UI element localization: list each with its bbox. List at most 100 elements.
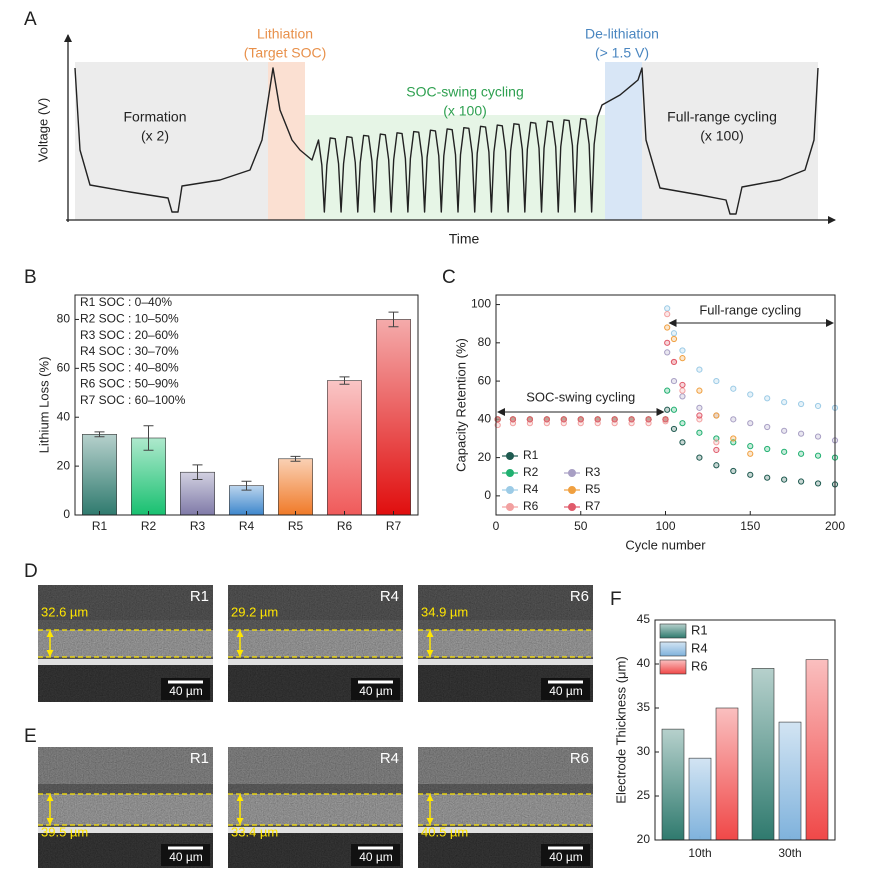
y-axis-label: Capacity Retention (%) — [453, 338, 468, 472]
stage-label: Full-range cycling — [667, 109, 777, 125]
plot-frame — [495, 294, 836, 516]
x-tick-label: 30th — [778, 846, 801, 860]
scale-label: 40 µm — [359, 684, 393, 698]
y-tick-label: 80 — [57, 312, 71, 326]
error-bar — [339, 376, 350, 385]
panel-label: D — [24, 561, 38, 582]
data-point — [747, 450, 754, 457]
legend-label: R2 — [523, 465, 539, 479]
y-tick-label: 20 — [57, 458, 71, 472]
thickness-label: 39.5 µm — [41, 824, 88, 839]
stage-label: Lithiation — [257, 26, 313, 42]
data-point — [577, 416, 584, 423]
sample-label: R4 — [380, 750, 399, 767]
y-tick-label: 20 — [478, 450, 492, 464]
thickness-label: 29.2 µm — [231, 604, 278, 619]
y-axis-label: Lithium Loss (%) — [36, 357, 51, 454]
y-tick-label: 45 — [637, 612, 651, 626]
x-tick-label: R7 — [386, 519, 402, 533]
data-point — [814, 452, 822, 459]
legend-swatch — [659, 659, 687, 675]
electrode-layer — [38, 794, 213, 825]
data-point — [679, 420, 686, 427]
legend-label: R4 — [691, 640, 708, 655]
annotation: R7 SOC : 60–100% — [80, 393, 186, 407]
panel-label: A — [24, 9, 37, 30]
data-point — [611, 416, 618, 423]
data-point — [679, 393, 686, 400]
error-bar — [290, 455, 301, 462]
legend-label: R4 — [523, 482, 539, 496]
data-point — [747, 443, 754, 450]
scale-label: 40 µm — [549, 684, 583, 698]
current-collector — [38, 827, 213, 833]
stage-label: (> 1.5 V) — [595, 45, 649, 61]
electrode-layer — [418, 630, 593, 657]
data-point — [560, 416, 567, 423]
data-point — [664, 324, 671, 331]
y-axis-label: Electrode Thickness (μm) — [613, 656, 628, 803]
panel-label: B — [24, 267, 37, 288]
data-point — [781, 476, 788, 483]
data-point — [798, 400, 805, 408]
data-point — [509, 416, 517, 423]
sample-label: R1 — [190, 750, 209, 767]
current-collector — [38, 659, 213, 665]
top-surface — [418, 747, 593, 784]
current-collector — [228, 827, 403, 833]
data-point — [670, 377, 678, 385]
data-point — [679, 347, 686, 354]
x-tick-label: 10th — [688, 846, 711, 860]
data-point — [696, 387, 703, 394]
electrode-layer — [228, 630, 403, 657]
stage-label: Formation — [123, 109, 186, 125]
data-point — [664, 305, 671, 312]
y-tick-label: 40 — [637, 656, 651, 670]
top-surface — [38, 747, 213, 784]
x-tick-label: R3 — [190, 519, 206, 533]
sample-label: R1 — [190, 588, 209, 605]
x-tick-label: 200 — [825, 519, 845, 533]
legend-marker — [506, 452, 514, 460]
data-point — [713, 462, 720, 469]
x-tick-label: R4 — [239, 519, 255, 533]
electrode-layer — [38, 630, 213, 657]
data-point — [670, 406, 678, 413]
data-point — [664, 387, 671, 394]
x-tick-label: R1 — [92, 519, 108, 533]
current-collector — [418, 827, 593, 833]
y-tick-label: 40 — [478, 412, 492, 426]
y-tick-label: 0 — [484, 488, 491, 502]
data-point — [628, 416, 635, 423]
y-tick-label: 35 — [637, 700, 651, 714]
x-tick-label: 150 — [740, 519, 760, 533]
x-tick-label: R5 — [288, 519, 304, 533]
sample-label: R4 — [380, 588, 399, 605]
legend-marker — [506, 486, 514, 494]
y-tick-label: 60 — [478, 373, 492, 387]
data-point — [814, 480, 822, 487]
scale-label: 40 µm — [169, 684, 203, 698]
thickness-label: 32.6 µm — [41, 604, 88, 619]
bar — [376, 319, 411, 516]
data-point — [696, 404, 703, 411]
bar — [805, 659, 829, 841]
panel-label: F — [610, 589, 622, 610]
data-point — [670, 335, 678, 343]
bar — [131, 437, 166, 516]
data-point — [781, 399, 788, 406]
plot-frame — [74, 294, 419, 516]
legend-marker — [506, 469, 514, 477]
y-tick-label: 100 — [471, 297, 491, 311]
stage-shade — [75, 62, 268, 220]
annotation: R1 SOC : 0–40% — [80, 295, 172, 309]
data-point — [764, 474, 771, 481]
data-point — [747, 391, 754, 398]
annotation: R3 SOC : 20–60% — [80, 328, 179, 342]
bar — [778, 721, 802, 841]
data-point — [670, 358, 678, 366]
electrode-layer — [418, 794, 593, 825]
bar — [751, 668, 775, 841]
error-bar — [241, 480, 252, 491]
scale-label: 40 µm — [549, 850, 583, 864]
